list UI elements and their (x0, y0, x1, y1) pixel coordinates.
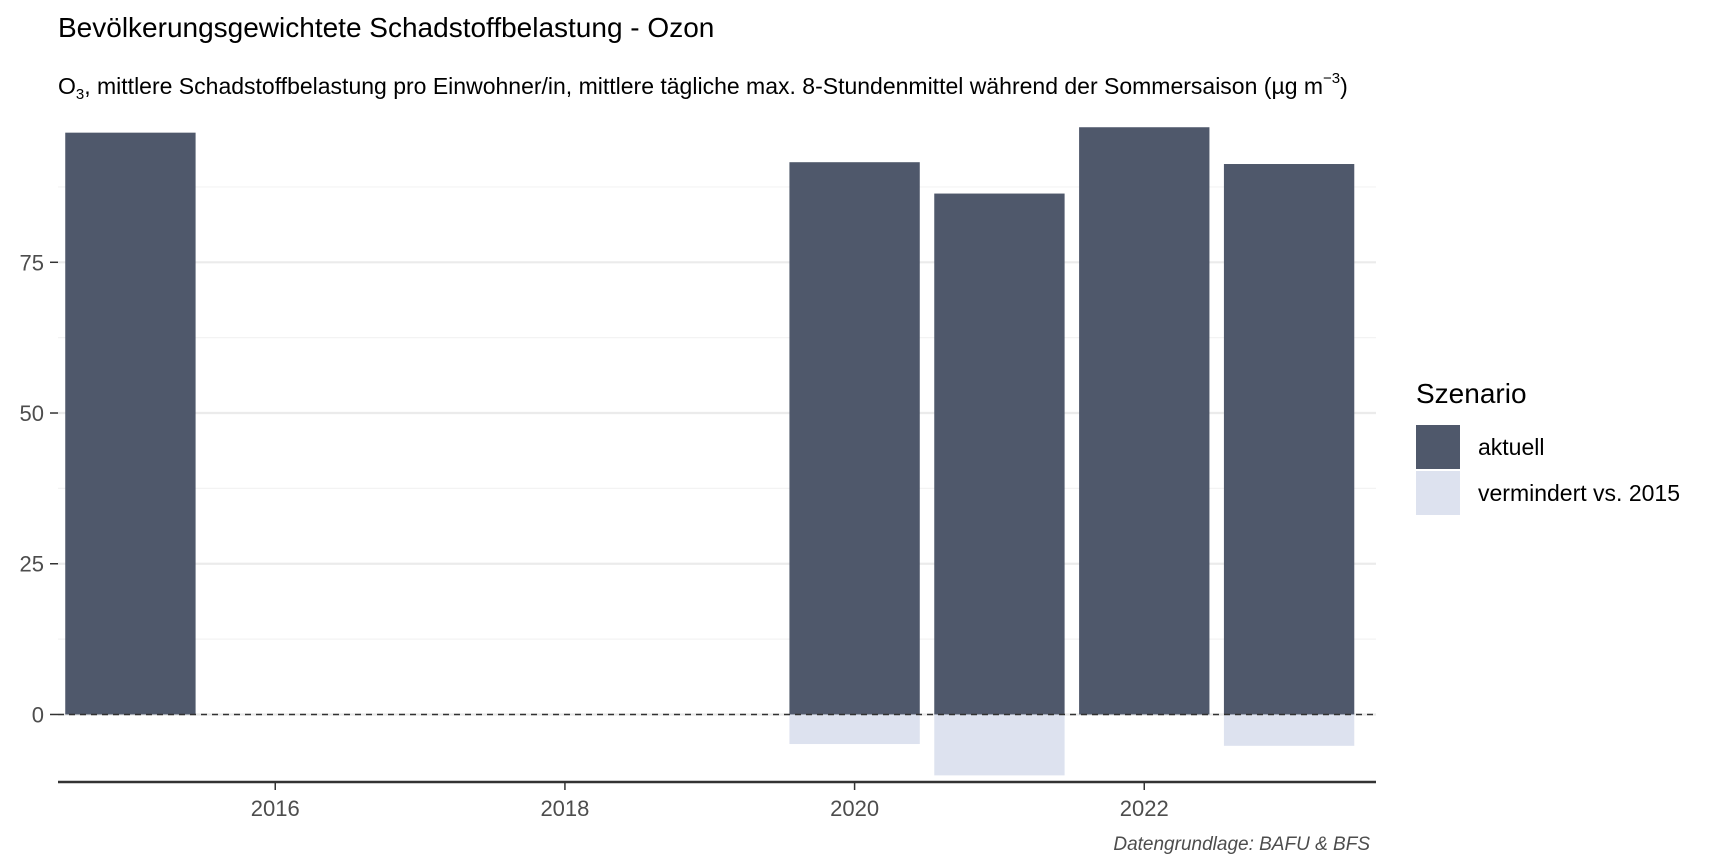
subtitle-suffix: ) (1340, 73, 1348, 99)
y-tick-label: 50 (20, 401, 44, 426)
subtitle-main: , mittlere Schadstoffbelastung pro Einwo… (84, 73, 1324, 99)
chart-title: Bevölkerungsgewichtete Schadstoffbelastu… (58, 12, 715, 43)
chart-subtitle: O3, mittlere Schadstoffbelastung pro Ein… (58, 70, 1348, 103)
data-source-caption: Datengrundlage: BAFU & BFS (1113, 834, 1370, 855)
legend-label-vermindert: vermindert vs. 2015 (1478, 479, 1680, 506)
legend-key-vermindert (1416, 471, 1460, 515)
x-tick-label: 2020 (830, 796, 879, 821)
x-tick-label: 2022 (1120, 796, 1169, 821)
legend-item-aktuell: aktuell (1416, 424, 1680, 470)
y-tick-label: 0 (32, 702, 44, 727)
subtitle-subscript: 3 (75, 86, 85, 103)
legend-label-aktuell: aktuell (1478, 433, 1545, 460)
axes: 0 25 50 75 2016 2018 2020 2022 (20, 250, 1376, 821)
bar-aktuell-2023 (1223, 164, 1355, 715)
y-tick-label: 75 (20, 250, 44, 275)
bar-vermindert-2020 (789, 714, 920, 745)
bar-aktuell-2020 (789, 162, 920, 715)
bar-aktuell-2021 (934, 193, 1065, 715)
y-tick-label: 25 (20, 552, 44, 577)
bars (65, 127, 1355, 776)
legend-title: Szenario (1416, 378, 1527, 409)
subtitle-superscript: −3 (1323, 70, 1341, 87)
x-tick-label: 2018 (540, 796, 589, 821)
bar-aktuell-2015 (65, 132, 196, 715)
bar-aktuell-2022 (1079, 127, 1210, 715)
bar-vermindert-2021 (934, 714, 1065, 776)
legend-item-vermindert: vermindert vs. 2015 (1416, 470, 1680, 516)
subtitle-prefix: O (58, 73, 76, 99)
legend-key-aktuell (1416, 425, 1460, 469)
bar-vermindert-2023 (1223, 714, 1355, 746)
legend: Szenario aktuell vermindert vs. 2015 (1416, 378, 1680, 516)
x-tick-label: 2016 (251, 796, 300, 821)
